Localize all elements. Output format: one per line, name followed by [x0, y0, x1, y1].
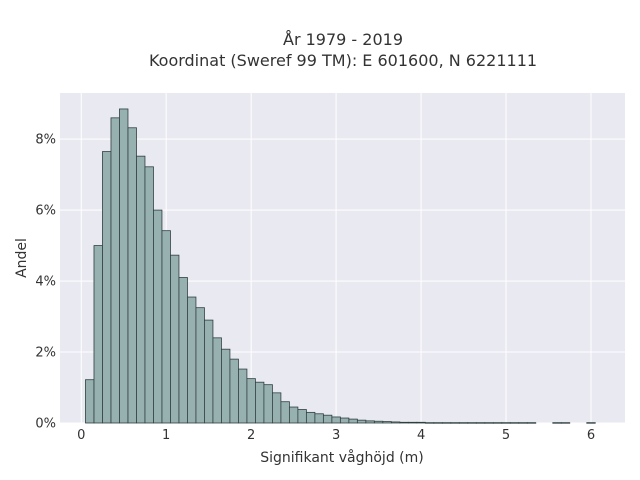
y-tick-label: 8%: [35, 133, 56, 148]
histogram-bar: [305, 411, 316, 424]
x-tick-label: 4: [417, 428, 425, 443]
histogram-bar: [416, 421, 426, 424]
histogram-bar: [170, 254, 180, 424]
histogram-bar: [484, 422, 494, 424]
histogram-bar: [187, 296, 197, 424]
histogram-bar: [272, 392, 282, 424]
x-tick-label: 2: [247, 428, 255, 443]
x-tick-label: 6: [587, 428, 595, 443]
histogram-bar: [212, 337, 222, 424]
histogram-bar: [518, 422, 528, 424]
chart-title-line1: År 1979 - 2019: [283, 30, 403, 49]
histogram-bar: [238, 368, 248, 424]
histogram-bar: [85, 379, 95, 424]
x-tick-labels: 0 1 2 3 4 5 6: [77, 428, 595, 443]
histogram-bar: [526, 422, 537, 424]
histogram-bar: [348, 418, 358, 424]
histogram-bar: [314, 413, 324, 424]
histogram-bar: [560, 422, 571, 424]
y-tick-label: 4%: [35, 275, 56, 290]
x-tick-label: 5: [502, 428, 510, 443]
histogram-bar: [263, 384, 273, 424]
histogram-bar: [424, 422, 435, 424]
histogram-bar: [153, 209, 163, 424]
histogram-bars: [85, 108, 596, 424]
histogram-bar: [144, 166, 154, 424]
histogram-bar: [552, 422, 562, 424]
histogram-bar: [467, 422, 477, 424]
y-tick-label: 6%: [35, 204, 56, 219]
histogram-bar: [365, 420, 375, 424]
histogram-bar: [356, 419, 367, 424]
histogram-bar: [288, 406, 299, 424]
histogram-bar: [399, 421, 409, 424]
histogram-bar: [102, 151, 112, 424]
histogram-bar: [339, 417, 350, 424]
histogram-bar: [501, 422, 511, 424]
histogram-bar: [195, 307, 205, 424]
histogram-bar: [297, 409, 307, 424]
histogram-bar: [229, 358, 239, 424]
x-tick-label: 1: [162, 428, 170, 443]
y-tick-label: 2%: [35, 346, 56, 361]
histogram-bar: [322, 414, 333, 424]
histogram-bar: [586, 422, 596, 424]
y-tick-label: 0%: [35, 417, 56, 432]
histogram-bar: [373, 420, 384, 424]
histogram-bar: [509, 422, 520, 424]
y-axis-label: Andel: [14, 238, 30, 278]
x-tick-label: 3: [332, 428, 340, 443]
histogram-bar: [110, 117, 120, 424]
x-tick-label: 0: [77, 428, 85, 443]
histogram-bar: [475, 422, 486, 424]
histogram-bar: [280, 401, 290, 424]
histogram-bar: [178, 277, 188, 424]
histogram-bar: [382, 421, 392, 424]
histogram-bar: [433, 422, 443, 424]
histogram-bar: [458, 422, 469, 424]
histogram-bar: [246, 378, 256, 424]
histogram-bar: [441, 422, 452, 424]
y-tick-labels: 0% 2% 4% 6% 8%: [35, 133, 56, 432]
histogram-bar: [407, 421, 418, 424]
histogram-bar: [450, 422, 460, 424]
histogram-bar: [221, 348, 231, 424]
histogram-bar: [93, 245, 103, 424]
x-axis-label: Signifikant våghöjd (m): [260, 449, 423, 466]
histogram-bar: [390, 421, 401, 424]
chart-title-line2: Koordinat (Sweref 99 TM): E 601600, N 62…: [149, 51, 537, 70]
histogram-bar: [255, 381, 265, 424]
histogram-bar: [161, 230, 171, 424]
histogram-bar: [119, 108, 129, 424]
histogram-bar: [492, 422, 503, 424]
histogram-bar: [204, 319, 214, 424]
histogram-bar: [127, 127, 137, 424]
histogram-bar: [331, 416, 341, 424]
histogram-bar: [136, 155, 146, 424]
